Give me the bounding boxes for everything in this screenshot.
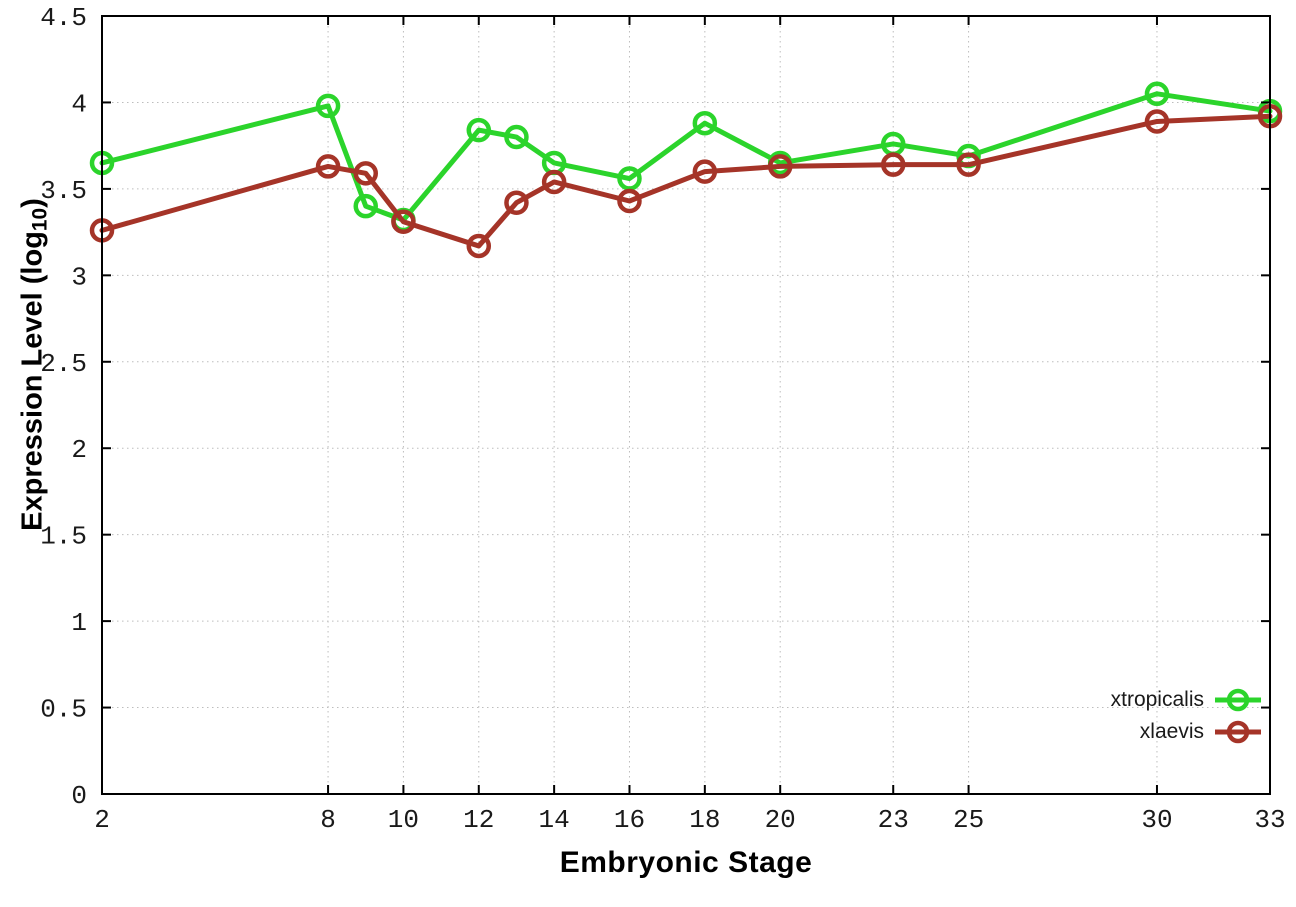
y-axis-title-suffix: ) xyxy=(16,198,49,208)
legend-marker xyxy=(1226,688,1250,712)
legend-marker xyxy=(1226,720,1250,744)
series-line-xtropicalis xyxy=(99,91,1273,223)
y-tick-label: 0 xyxy=(71,781,87,811)
legend-item-xlaevis: xlaevis xyxy=(1140,716,1262,748)
x-tick-label: 23 xyxy=(878,805,909,835)
marker-xlaevis xyxy=(504,190,529,215)
y-tick-label: 1.5 xyxy=(40,522,87,552)
marker-xlaevis xyxy=(692,159,718,184)
y-axis-title: Expression Level (log10) xyxy=(16,80,52,650)
marker-xlaevis xyxy=(956,152,981,177)
x-tick-label: 8 xyxy=(320,805,336,835)
y-tick-label: 3.5 xyxy=(40,176,87,206)
y-tick-label: 3 xyxy=(71,262,87,292)
x-tick-label: 33 xyxy=(1254,805,1285,835)
marker-xlaevis xyxy=(391,209,416,234)
marker-xtropicalis xyxy=(466,117,492,143)
y-tick-label: 0.5 xyxy=(40,695,87,725)
marker-xlaevis xyxy=(541,169,567,195)
marker-xtropicalis xyxy=(692,110,718,136)
marker-xtropicalis xyxy=(315,93,341,119)
x-tick-label: 20 xyxy=(765,805,796,835)
y-tick-label: 4 xyxy=(71,89,87,119)
x-tick-label: 14 xyxy=(539,805,570,835)
x-tick-label: 12 xyxy=(463,805,494,835)
y-tick-label: 2 xyxy=(71,435,87,465)
x-tick-label: 2 xyxy=(94,805,110,835)
legend-sample-xtropicalis xyxy=(1215,688,1261,712)
marker-xlaevis xyxy=(767,154,793,179)
marker-xtropicalis xyxy=(1144,81,1170,107)
x-tick-label: 18 xyxy=(689,805,720,835)
x-tick-label: 16 xyxy=(614,805,645,835)
y-axis-title-subscript: 10 xyxy=(28,207,52,232)
legend-label: xlaevis xyxy=(1139,720,1204,743)
marker-xtropicalis xyxy=(617,166,642,191)
marker-xtropicalis xyxy=(504,124,529,150)
y-tick-label: 1 xyxy=(71,608,87,638)
y-tick-label: 4.5 xyxy=(40,3,87,33)
marker-xtropicalis xyxy=(353,193,378,219)
marker-xlaevis xyxy=(353,161,378,186)
plot-border xyxy=(101,15,1271,795)
legend-sample-xlaevis xyxy=(1215,720,1261,744)
x-tick-label: 25 xyxy=(953,805,984,835)
legend-item-xtropicalis: xtropicalis xyxy=(1111,684,1262,716)
marker-xlaevis xyxy=(880,152,906,177)
x-tick-label: 30 xyxy=(1141,805,1172,835)
x-axis-title: Embryonic Stage xyxy=(559,846,813,879)
y-axis-title-text: Expression Level (log xyxy=(16,231,49,531)
x-tick-label: 10 xyxy=(388,805,419,835)
legend: xtropicalis xlaevis xyxy=(1111,684,1262,748)
marker-xlaevis xyxy=(617,188,642,214)
marker-xlaevis xyxy=(1144,109,1170,134)
legend-label: xtropicalis xyxy=(1110,688,1204,711)
y-tick-label: 2.5 xyxy=(40,349,87,379)
marker-xlaevis xyxy=(315,154,341,179)
marker-xlaevis xyxy=(466,233,492,259)
